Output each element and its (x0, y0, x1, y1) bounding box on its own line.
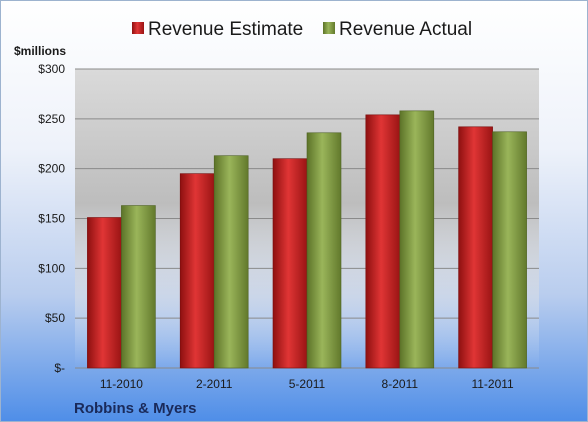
x-tick-label: 5-2011 (289, 377, 326, 391)
company-label: Robbins & Myers (74, 400, 197, 417)
bar-revenue-actual-5-2011 (306, 132, 342, 369)
bar-revenue-estimate-2-2011 (179, 173, 215, 369)
bar-revenue-actual-2-2011 (213, 155, 249, 369)
legend-label-revenue-actual: Revenue Actual (339, 19, 472, 40)
bar-revenue-actual-8-2011 (399, 110, 435, 369)
y-axis-unit-label: $millions (14, 44, 66, 58)
y-tick-label: $200 (38, 162, 65, 176)
y-tick-label: $150 (38, 212, 65, 226)
bar-revenue-estimate-11-2010 (87, 217, 122, 369)
y-tick-label: $- (54, 361, 65, 375)
bar-revenue-actual-11-2010 (121, 205, 156, 369)
legend-swatch-revenue-estimate (132, 22, 144, 34)
bars (87, 110, 527, 369)
y-tick-label: $300 (38, 62, 65, 76)
legend-label-revenue-estimate: Revenue Estimate (148, 19, 303, 40)
x-tick-label: 2-2011 (196, 377, 233, 391)
y-tick-labels: $- $50 $100 $150 $200 $250 $300 (38, 62, 65, 375)
x-tick-label: 8-2011 (382, 377, 419, 391)
x-tick-labels: 11-2010 2-2011 5-2011 8-2011 11-2011 (100, 377, 514, 391)
y-tick-label: $250 (38, 112, 65, 126)
y-tick-label: $100 (38, 261, 65, 275)
bar-revenue-estimate-8-2011 (365, 114, 401, 369)
x-tick-label: 11-2011 (471, 377, 514, 391)
bar-revenue-actual-11-2011 (492, 131, 527, 369)
bar-revenue-estimate-11-2011 (458, 126, 493, 369)
legend: Revenue Estimate Revenue Actual (132, 19, 472, 40)
legend-swatch-revenue-actual (323, 22, 335, 34)
x-tick-label: 11-2010 (100, 377, 143, 391)
bar-revenue-estimate-5-2011 (272, 158, 308, 369)
y-tick-label: $50 (45, 311, 65, 325)
